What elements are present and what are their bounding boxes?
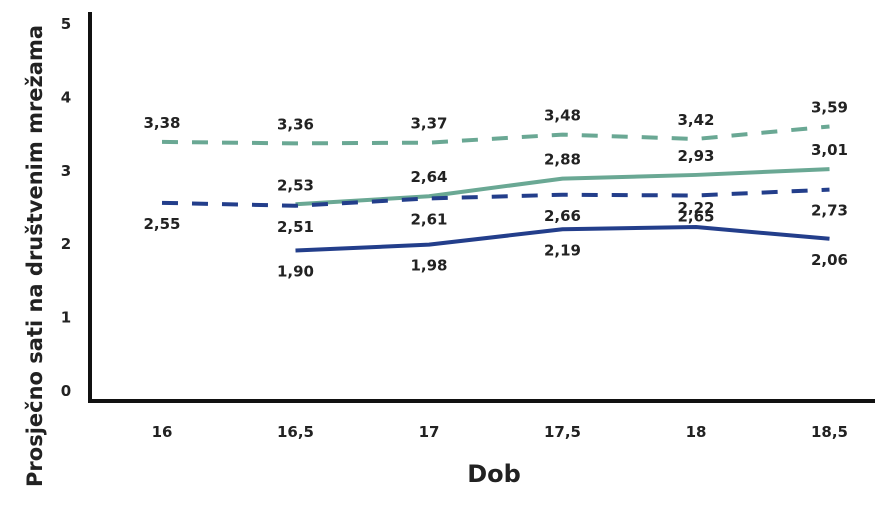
data-label: 3,38 bbox=[143, 114, 180, 132]
x-tick-label: 16 bbox=[152, 423, 173, 441]
data-label: 2,53 bbox=[277, 176, 314, 194]
data-labels: 3,38 3,36 3,37 3,48 3,42 3,59 2,53 2,64 2,88 2,93… bbox=[143, 98, 848, 280]
data-label: 3,42 bbox=[677, 111, 714, 129]
series-lines bbox=[162, 126, 830, 250]
data-label: 2,55 bbox=[143, 215, 180, 233]
data-label: 1,90 bbox=[277, 263, 314, 281]
y-tick-label: 2 bbox=[61, 235, 71, 253]
y-tick-labels: 0 1 2 3 4 5 bbox=[61, 15, 71, 400]
data-label: 2,06 bbox=[811, 251, 848, 269]
x-tick-label: 17,5 bbox=[544, 423, 581, 441]
data-label: 3,59 bbox=[811, 98, 848, 116]
data-label: 2,19 bbox=[544, 241, 581, 259]
data-label: 2,61 bbox=[410, 210, 447, 228]
y-tick-label: 0 bbox=[61, 382, 71, 400]
data-label: 3,37 bbox=[410, 115, 447, 133]
y-tick-label: 4 bbox=[61, 88, 71, 106]
series-line-2 bbox=[296, 169, 830, 204]
x-tick-label: 17 bbox=[419, 423, 440, 441]
data-label: 2,22 bbox=[677, 199, 714, 217]
data-label: 3,48 bbox=[544, 107, 581, 125]
data-label: 2,51 bbox=[277, 218, 314, 236]
data-label: 1,98 bbox=[410, 257, 447, 275]
data-label: 2,66 bbox=[544, 207, 581, 225]
data-label: 2,73 bbox=[811, 202, 848, 220]
axes bbox=[88, 12, 875, 402]
data-label: 2,88 bbox=[544, 151, 581, 169]
data-label: 3,01 bbox=[811, 141, 848, 159]
data-label: 2,93 bbox=[677, 147, 714, 165]
series-line-1 bbox=[162, 126, 830, 143]
y-tick-label: 1 bbox=[61, 309, 71, 327]
x-tick-labels: 16 16,5 17 17,5 18 18,5 bbox=[152, 423, 848, 441]
x-tick-label: 18 bbox=[686, 423, 707, 441]
y-tick-label: 5 bbox=[61, 15, 71, 33]
y-tick-label: 3 bbox=[61, 162, 71, 180]
x-tick-label: 18,5 bbox=[811, 423, 848, 441]
data-label: 3,36 bbox=[277, 115, 314, 133]
x-tick-label: 16,5 bbox=[277, 423, 314, 441]
y-axis-title: Prosječno sati na društvenim mrežama bbox=[23, 25, 47, 487]
data-label: 2,64 bbox=[410, 168, 447, 186]
series-line-3 bbox=[162, 190, 830, 206]
x-axis-title: Dob bbox=[467, 460, 521, 488]
